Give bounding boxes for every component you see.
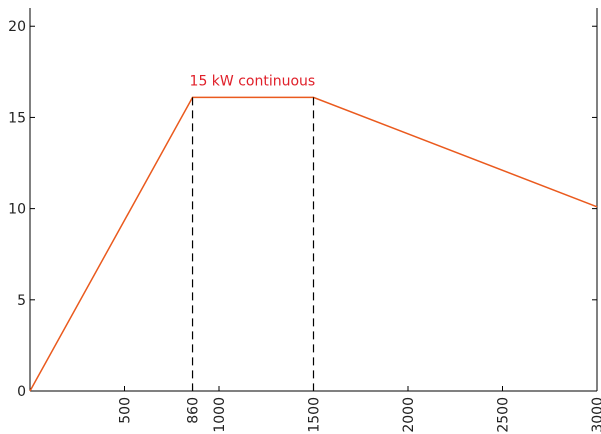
y-tick-label: 5 xyxy=(17,293,26,309)
annotation: 15 kW continuous xyxy=(190,73,316,89)
x-tick-label: 1000 xyxy=(212,397,228,433)
y-tick-label: 0 xyxy=(17,384,26,400)
x-tick-label: 500 xyxy=(118,397,134,424)
x-tick-label: 1500 xyxy=(307,397,323,433)
x-tick-label: 2000 xyxy=(401,397,417,433)
x-tick-label: 3000 xyxy=(590,397,601,433)
y-tick-label: 20 xyxy=(8,19,26,35)
x-tick-label: 860 xyxy=(186,397,202,424)
x-tick-label: 2500 xyxy=(496,397,512,433)
y-tick-label: 10 xyxy=(8,202,26,218)
y-tick-label: 15 xyxy=(8,110,26,126)
line-series xyxy=(29,96,598,392)
